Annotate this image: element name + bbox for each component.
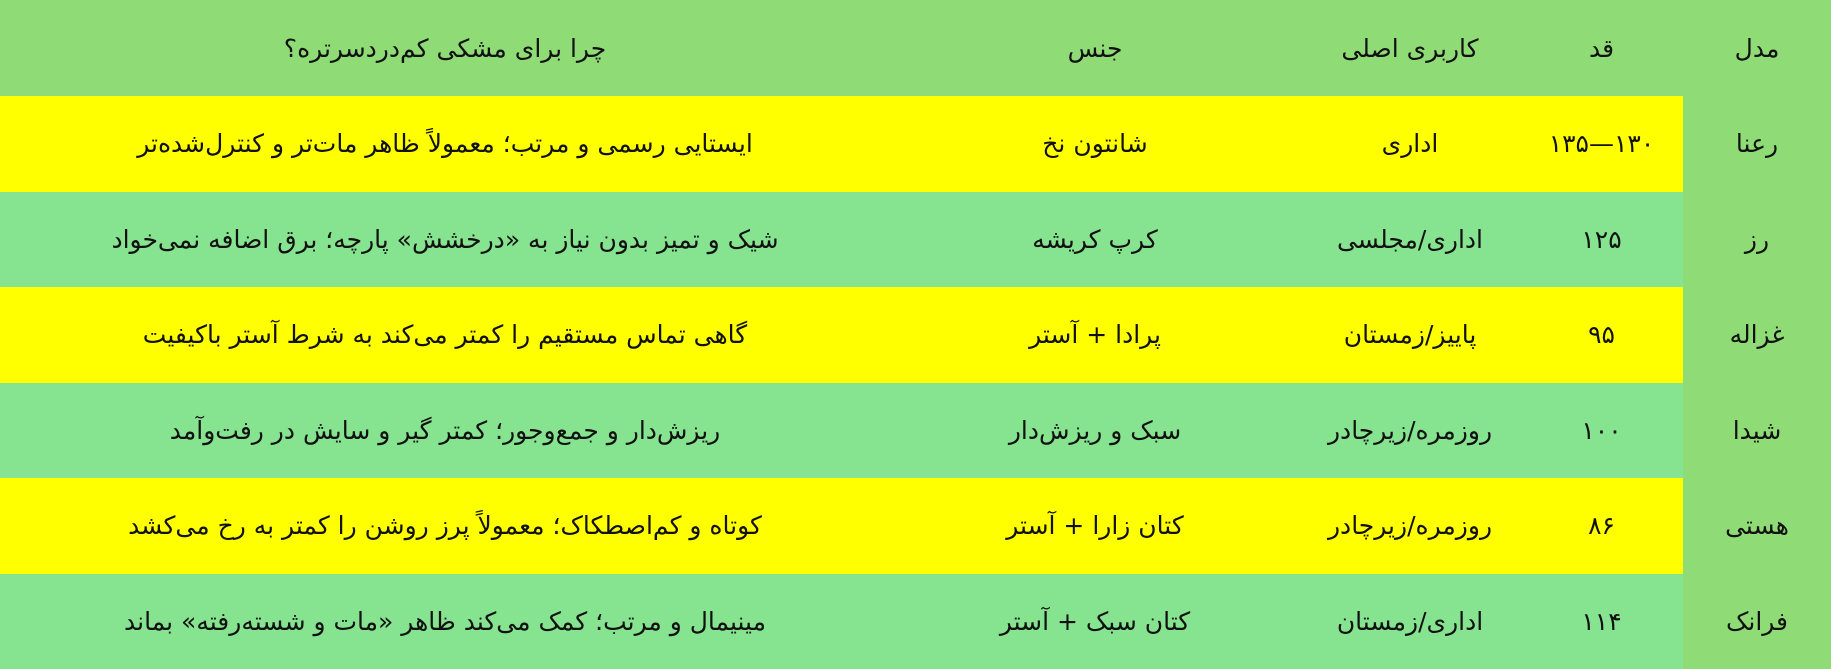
cell-reason: گاهی تماس مستقیم را کمتر می‌کند به شرط آ… [0,287,890,383]
cell-height: ۱۰۰ [1520,382,1683,478]
cell-usage: اداری/مجلسی [1300,191,1520,287]
cell-height: ۸۶ [1520,478,1683,574]
cell-fabric: کتان زارا + آستر [890,478,1300,574]
header-height: قد [1520,0,1683,96]
cell-height: ۱۲۵ [1520,191,1683,287]
table-header-row: مدل قد کاربری اصلی جنس چرا برای مشکی کم‌… [0,0,1831,96]
cell-reason: کوتاه و کم‌اصطکاک؛ معمولاً پرز روشن را ک… [0,478,890,574]
cell-reason: ریزش‌دار و جمع‌وجور؛ کمتر گیر و سایش در … [0,382,890,478]
cell-usage: اداری [1300,96,1520,192]
cell-reason: مینیمال و مرتب؛ کمک می‌کند ظاهر «مات و ش… [0,573,890,669]
cell-usage: پاییز/زمستان [1300,287,1520,383]
table-row: رز ۱۲۵ اداری/مجلسی کرپ کریشه شیک و تمیز بدون… [0,191,1831,287]
cell-fabric: کتان سبک + آستر [890,573,1300,669]
table-row: شیدا ۱۰۰ روزمره/زیرچادر سبک و ریزش‌دار ریزش‌… [0,382,1831,478]
table-row: فرانک ۱۱۴ اداری/زمستان کتان سبک + آستر مینیم… [0,573,1831,669]
cell-fabric: پرادا + آستر [890,287,1300,383]
cell-model: شیدا [1683,382,1831,478]
table-row: رعنا ۱۳۰—۱۳۵ اداری شانتون نخ ایستایی رسمی و … [0,96,1831,192]
table-row: هستی ۸۶ روزمره/زیرچادر کتان زارا + آستر کوتا… [0,478,1831,574]
cell-model: غزاله [1683,287,1831,383]
cell-model: رعنا [1683,96,1831,192]
cell-model: هستی [1683,478,1831,574]
cell-model: رز [1683,191,1831,287]
cell-reason: ایستایی رسمی و مرتب؛ معمولاً ظاهر مات‌تر… [0,96,890,192]
cell-height: ۱۱۴ [1520,573,1683,669]
header-fabric: جنس [890,0,1300,96]
cell-height: ۹۵ [1520,287,1683,383]
cell-reason: شیک و تمیز بدون نیاز به «درخشش» پارچه؛ ب… [0,191,890,287]
header-model: مدل [1683,0,1831,96]
cell-model: فرانک [1683,573,1831,669]
table-row: غزاله ۹۵ پاییز/زمستان پرادا + آستر گاهی تماس… [0,287,1831,383]
header-reason: چرا برای مشکی کم‌دردسرتره؟ [0,0,890,96]
cell-usage: روزمره/زیرچادر [1300,382,1520,478]
cell-usage: اداری/زمستان [1300,573,1520,669]
cell-fabric: شانتون نخ [890,96,1300,192]
cell-fabric: سبک و ریزش‌دار [890,382,1300,478]
header-usage: کاربری اصلی [1300,0,1520,96]
cell-usage: روزمره/زیرچادر [1300,478,1520,574]
cell-height: ۱۳۰—۱۳۵ [1520,96,1683,192]
cell-fabric: کرپ کریشه [890,191,1300,287]
